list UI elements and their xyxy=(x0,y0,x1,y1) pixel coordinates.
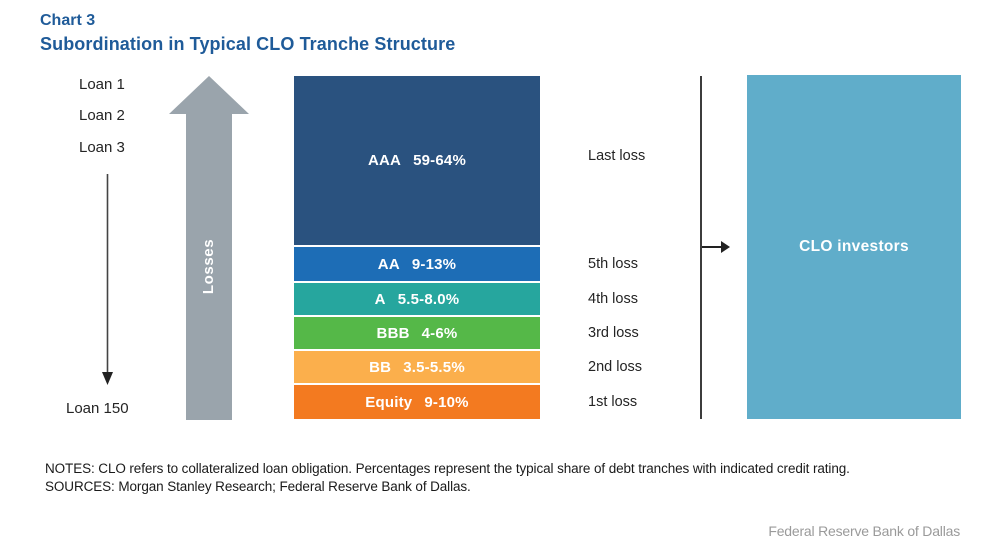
loan-ellipsis-down-arrow-icon xyxy=(102,174,113,385)
tranche-range: 5.5-8.0% xyxy=(397,290,460,308)
losses-arrow-label: Losses xyxy=(200,238,218,295)
tranche-range: 3.5-5.5% xyxy=(403,358,465,376)
tranche-rating: Equity xyxy=(365,393,413,411)
loan-150-label: Loan 150 xyxy=(66,400,129,417)
tranche-rating: A xyxy=(374,290,386,308)
sources-line: SOURCES: Morgan Stanley Research; Federa… xyxy=(45,479,471,494)
tranche-bar-a: A 5.5-8.0% xyxy=(294,283,540,315)
tranche-rating: AAA xyxy=(367,152,402,169)
clo-investors-label: CLO investors xyxy=(799,238,909,255)
tranche-bar-bbb: BBB 4-6% xyxy=(294,317,540,349)
tranche-rating: AA xyxy=(377,255,400,273)
tranche-bar-aaa: AAA 59-64% xyxy=(294,76,540,245)
tranche-bar-aa: AA 9-13% xyxy=(294,247,540,281)
loan-2-label: Loan 2 xyxy=(79,107,125,124)
notes-line: NOTES: CLO refers to collateralized loan… xyxy=(45,461,850,476)
tranche-range: 9-10% xyxy=(424,393,469,411)
losses-up-arrow xyxy=(169,76,249,420)
loss-order-label-5th: 5th loss xyxy=(588,256,638,272)
clo-investors-box: CLO investors xyxy=(747,75,961,419)
tranche-range: 59-64% xyxy=(413,152,466,169)
investors-connector-arrow-line xyxy=(702,246,722,248)
losses-up-arrow-shape xyxy=(169,76,249,420)
tranche-range: 4-6% xyxy=(421,324,458,342)
page-title: Subordination in Typical CLO Tranche Str… xyxy=(40,34,456,54)
loan-1-label: Loan 1 xyxy=(79,76,125,93)
loss-order-label-4th: 4th loss xyxy=(588,291,638,307)
notes-block: NOTES: CLO refers to collateralized loan… xyxy=(45,460,975,496)
losses-arrow-label-wrap: Losses xyxy=(167,114,251,419)
chart-number: Chart 3 xyxy=(40,12,96,29)
tranche-bar-bb: BB 3.5-5.5% xyxy=(294,351,540,383)
loss-order-label-1st: 1st loss xyxy=(588,394,638,410)
tranche-range: 9-13% xyxy=(411,255,457,273)
loss-order-label-3rd: 3rd loss xyxy=(588,325,639,341)
footer-brand: Federal Reserve Bank of Dallas xyxy=(768,523,960,539)
tranche-bar-equity: Equity 9-10% xyxy=(294,385,540,419)
loan-3-label: Loan 3 xyxy=(79,139,125,156)
tranche-rating: BB xyxy=(369,358,392,376)
tranche-rating: BBB xyxy=(376,324,410,342)
investors-connector-arrowhead-icon xyxy=(721,241,730,253)
separator-line xyxy=(700,76,702,419)
loss-order-label-2nd: 2nd loss xyxy=(588,359,643,375)
loss-order-label-last: Last loss xyxy=(588,148,646,164)
